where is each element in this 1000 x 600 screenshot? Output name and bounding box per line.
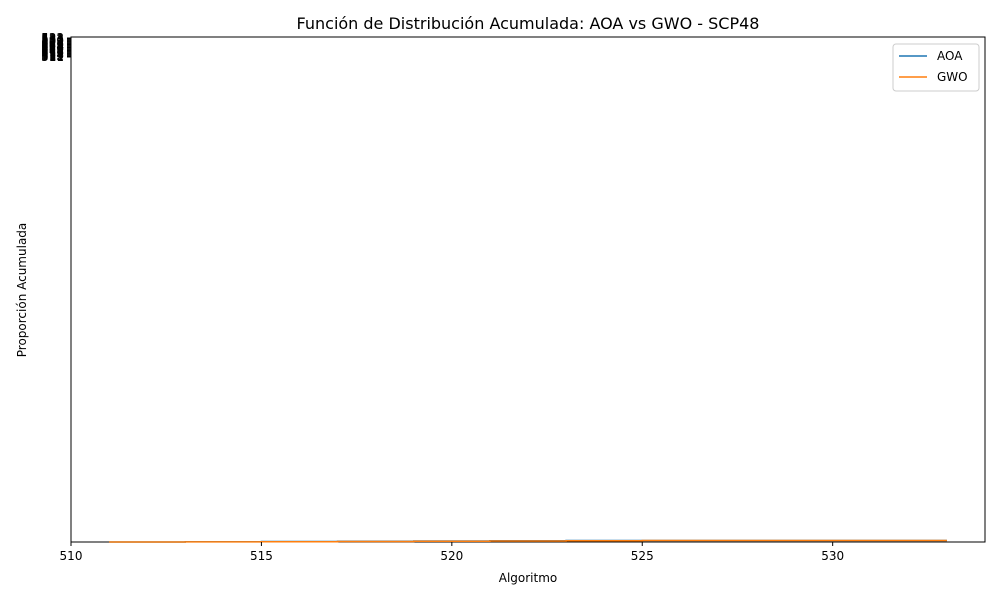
legend-label: GWO bbox=[937, 70, 968, 84]
y-tick-label: 525 bbox=[41, 38, 64, 52]
y-tick-label: 522 bbox=[41, 41, 64, 55]
legend: AOA GWO bbox=[892, 43, 980, 92]
chart-title: Función de Distribución Acumulada: AOA v… bbox=[297, 14, 760, 33]
x-tick-label: 510 bbox=[60, 549, 83, 563]
y-tick-label: 533 bbox=[41, 31, 64, 45]
y-tick-label: 523 bbox=[41, 40, 64, 54]
y-tick-label: 530 bbox=[41, 34, 64, 48]
x-axis-label: Algoritmo bbox=[499, 571, 558, 585]
x-tick-label: 530 bbox=[821, 549, 844, 563]
y-tick-label: 532 bbox=[41, 32, 64, 46]
y-tick-label: 512 bbox=[41, 49, 64, 63]
y-tick-label: 529 bbox=[41, 34, 64, 48]
y-tick-label: 526 bbox=[41, 37, 64, 51]
y-tick-label: 517 bbox=[41, 45, 64, 59]
series-layer bbox=[109, 539, 947, 543]
x-tick-label: 525 bbox=[631, 549, 654, 563]
y-tick-label: 515 bbox=[41, 47, 64, 61]
y-tick-label: 531 bbox=[41, 33, 64, 47]
y-tick-label: 519 bbox=[41, 43, 64, 57]
plot-area bbox=[70, 36, 986, 543]
x-tick-label: 515 bbox=[250, 549, 273, 563]
x-axis-ticks: 510 515 520 525 530 bbox=[60, 542, 844, 563]
y-tick-label: 513 bbox=[41, 48, 64, 62]
y-tick-label: 520 bbox=[41, 42, 64, 56]
x-tick-label: 520 bbox=[440, 549, 463, 563]
y-axis-ticks: 5115125135145155165175185195205215225235… bbox=[41, 31, 71, 64]
y-tick-label: 521 bbox=[41, 41, 64, 55]
y-axis-label: Proporción Acumulada bbox=[15, 223, 29, 358]
y-tick-label: 528 bbox=[41, 35, 64, 49]
y-tick-label: 511 bbox=[41, 50, 64, 64]
y-tick-label: 527 bbox=[41, 36, 64, 50]
y-tick-label: 524 bbox=[41, 39, 64, 53]
y-tick-label: 516 bbox=[41, 46, 64, 60]
series-line-gwo bbox=[109, 539, 947, 543]
legend-label: AOA bbox=[937, 49, 963, 63]
y-tick-label: 514 bbox=[41, 47, 64, 61]
y-tick-label: 518 bbox=[41, 44, 64, 58]
